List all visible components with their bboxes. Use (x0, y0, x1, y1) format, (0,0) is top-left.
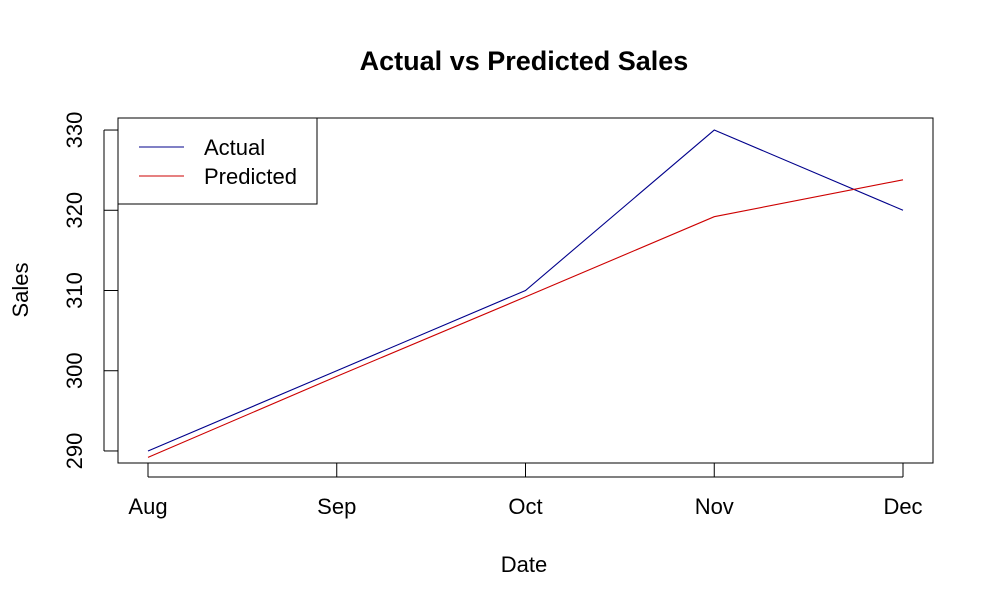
x-tick-label: Nov (695, 494, 734, 519)
legend-label-predicted: Predicted (204, 164, 297, 189)
y-tick-label: 310 (62, 272, 87, 309)
legend: Actual Predicted (117, 117, 318, 205)
x-tick-label: Sep (317, 494, 356, 519)
legend-label-actual: Actual (204, 135, 265, 160)
chart-title: Actual vs Predicted Sales (360, 46, 689, 76)
y-axis-label: Sales (8, 262, 33, 317)
y-tick-label: 300 (62, 352, 87, 389)
y-tick-label: 320 (62, 192, 87, 229)
x-tick-label: Aug (128, 494, 167, 519)
series-line-predicted (147, 179, 904, 458)
y-tick-label: 290 (62, 433, 87, 470)
x-axis-label: Date (501, 552, 547, 577)
y-axis: 290 300 310 320 330 (62, 112, 118, 470)
x-axis: Aug Sep Oct Nov Dec (128, 463, 923, 519)
legend-box (117, 117, 318, 205)
series-group (147, 129, 904, 458)
y-tick-label: 330 (62, 112, 87, 149)
x-tick-label: Dec (883, 494, 922, 519)
series-line-actual (147, 129, 904, 452)
x-tick-label: Oct (508, 494, 542, 519)
